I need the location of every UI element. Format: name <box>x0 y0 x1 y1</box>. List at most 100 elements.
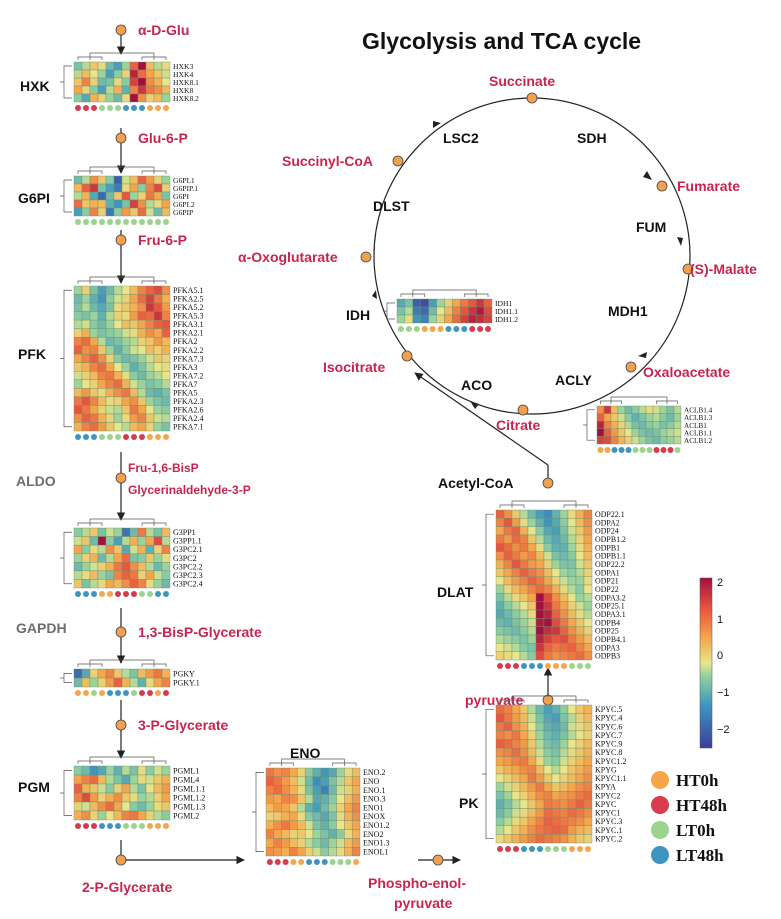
heatmap-cell <box>105 388 115 398</box>
heatmap-cell <box>617 421 626 430</box>
heatmap-cell <box>495 799 505 809</box>
heatmap-cell <box>543 643 553 652</box>
heatmap-cell <box>161 774 171 785</box>
heatmap-cell <box>265 838 275 848</box>
heatmap-cell <box>511 816 521 826</box>
heatmap-cell <box>153 362 163 372</box>
heatmap-cell <box>559 618 569 627</box>
heatmap-cell <box>638 405 647 414</box>
heatmap-cell <box>503 526 513 536</box>
heatmap-cell <box>495 834 505 844</box>
heatmap-cell <box>73 388 83 398</box>
label-phospho-enol: Phospho-enol- <box>368 875 466 891</box>
heatmap-cell <box>304 847 314 857</box>
heatmap-cell <box>638 428 647 437</box>
heatmap-cell <box>583 643 593 652</box>
sample-group-dot <box>553 663 559 669</box>
heatmap-cell <box>519 816 529 826</box>
heatmap-cell <box>535 834 545 844</box>
heatmap-cell <box>113 562 123 572</box>
sample-group-dot <box>329 859 336 865</box>
heatmap-cell <box>559 756 569 766</box>
heatmap-cell <box>129 183 139 193</box>
heatmap-cell <box>89 422 99 432</box>
heatmap-cell <box>559 568 569 577</box>
heatmap-cell <box>129 328 139 338</box>
heatmap-cell <box>297 767 306 778</box>
heatmap-cell <box>575 518 585 527</box>
heatmap-cell <box>519 534 529 544</box>
sample-group-dot <box>569 663 575 669</box>
heatmap-cell <box>575 756 585 766</box>
heatmap-cell <box>129 579 139 589</box>
heatmap-cell <box>73 345 83 355</box>
heatmap-cell <box>328 811 337 822</box>
heatmap-cell <box>596 421 605 430</box>
heatmap-cell <box>129 77 139 87</box>
gene-label: ODP24 <box>595 527 619 536</box>
heatmap-cell <box>503 618 513 627</box>
heatmap-cell <box>559 643 569 652</box>
heatmap-cell <box>535 568 545 577</box>
heatmap-cell <box>145 191 155 201</box>
gene-label: ODPA3.1 <box>595 610 626 619</box>
heatmap-cell <box>265 794 275 804</box>
heatmap-cell <box>543 791 553 801</box>
sample-group-dot <box>513 663 519 669</box>
heatmap-cell <box>503 704 513 714</box>
heatmap-cell <box>603 436 612 445</box>
heatmap-cell <box>559 576 569 586</box>
heatmap-cell <box>73 579 83 589</box>
heatmap-cell <box>535 584 545 594</box>
heatmap-cell <box>73 199 83 209</box>
heatmap-cell <box>551 773 561 783</box>
heatmap-cell <box>603 421 612 430</box>
heatmap-cell <box>145 93 155 103</box>
heatmap-cell <box>511 808 521 818</box>
gene-label: ODPB1.2 <box>595 535 626 544</box>
heatmap-cell <box>527 568 537 577</box>
heatmap-cell <box>121 810 131 821</box>
scale-tick-neg2: −2 <box>717 724 730 736</box>
heatmap-cell <box>575 609 585 619</box>
heatmap-cell <box>145 69 155 79</box>
label-fumarate: Fumarate <box>677 178 740 194</box>
sample-group-dot <box>529 663 535 669</box>
heatmap-cell <box>89 527 99 537</box>
heatmap-cell <box>559 782 569 792</box>
heatmap-cell <box>559 791 569 801</box>
row-dendrogram <box>482 708 494 840</box>
label-a-d-glu: α-D-Glu <box>138 22 189 38</box>
heatmap-cell <box>145 553 155 563</box>
heatmap-cell <box>113 191 123 201</box>
heatmap-cell <box>436 314 445 324</box>
heatmap-cell <box>281 767 290 778</box>
heatmap-cell <box>153 536 163 546</box>
heatmap-cell <box>575 722 585 732</box>
heatmap-cell <box>137 294 147 304</box>
heatmap-cell <box>121 336 131 346</box>
heatmap-cell <box>89 61 99 71</box>
heatmap-cell <box>137 61 147 71</box>
heatmap-cell <box>97 668 107 679</box>
label-fru-1-6-bisp: Fru-1,6-BisP <box>128 461 199 475</box>
heatmap-cell <box>551 782 561 792</box>
heatmap-cell <box>567 722 577 732</box>
enzyme-eno: ENO <box>290 745 320 761</box>
sample-group-dot <box>99 690 105 696</box>
heatmap-cell <box>666 436 675 445</box>
heatmap-cell <box>320 767 329 778</box>
gene-label: KPYC.7 <box>595 731 622 740</box>
heatmap-cell <box>89 354 99 363</box>
heatmap-cell <box>265 811 275 822</box>
gene-label: IDH1.2 <box>495 315 518 324</box>
heatmap-cell <box>312 811 322 822</box>
sample-group-dot <box>75 219 81 225</box>
heatmap-cell <box>161 668 171 679</box>
heatmap-cell <box>137 422 147 432</box>
legend-marker-lt0h <box>651 821 669 839</box>
sample-group-dot <box>123 591 129 597</box>
heatmap-cell <box>495 543 505 552</box>
